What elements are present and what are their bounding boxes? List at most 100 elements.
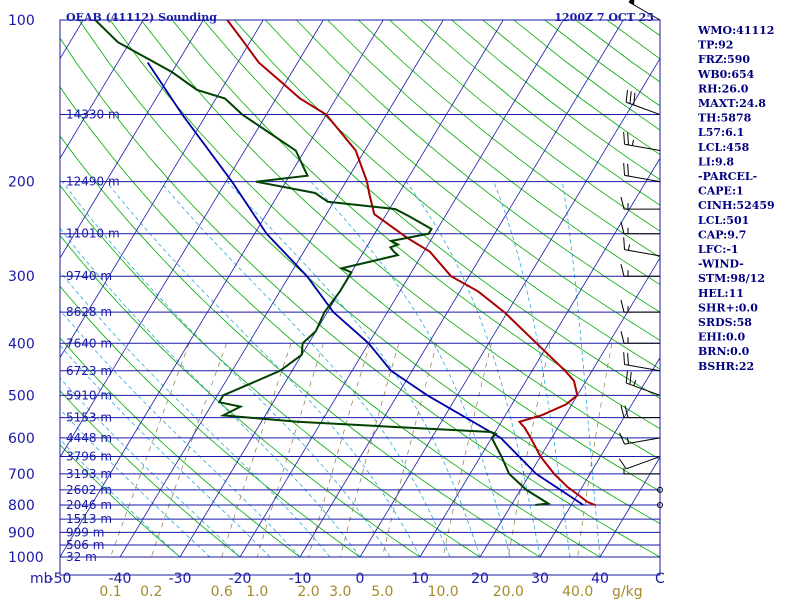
mixing-ratio-label: 5.0 <box>371 584 393 600</box>
dry-adiabat <box>575 20 660 83</box>
dewpoint-trace <box>94 20 552 506</box>
mixing-ratio-label: 10.0 <box>428 584 459 600</box>
stat-line: CAP:9.7 <box>698 228 746 241</box>
mixing-ratio-label: 0.2 <box>140 584 162 600</box>
wind-barb <box>623 352 661 372</box>
isotherm <box>60 20 144 160</box>
moist-adiabat <box>562 181 601 558</box>
temp-tick-label: 30 <box>531 571 549 587</box>
wind-barb-shaft <box>624 249 661 257</box>
height-label: 12490 m <box>66 175 120 189</box>
wind-barb-feather <box>627 132 629 145</box>
moist-adiabat <box>60 227 361 558</box>
wind-barb-feather <box>633 92 636 106</box>
stat-line: RH:26.0 <box>698 82 749 95</box>
wind-barb-feather <box>620 221 625 234</box>
pressure-unit-label: mb <box>30 571 53 587</box>
isotherm <box>239 20 564 558</box>
plot-frame <box>59 19 661 576</box>
isobars <box>60 19 660 576</box>
mixing-ratio-line <box>110 343 190 558</box>
temp-tick-label: -50 <box>49 571 72 587</box>
stat-line: SRDS:58 <box>698 316 752 329</box>
height-label: 1513 m <box>66 512 112 526</box>
wind-barb-shaft <box>624 437 661 445</box>
isotherm <box>60 20 324 459</box>
wind-barb-feather <box>625 89 628 103</box>
wind-barb-feather <box>627 352 629 366</box>
wind-barb <box>623 467 660 475</box>
isotherms <box>60 20 660 558</box>
wind-barb <box>620 300 660 313</box>
wind-barb <box>619 432 661 445</box>
stat-line: LCL:501 <box>698 214 749 227</box>
wind-barb <box>625 370 661 396</box>
stat-line: TP:92 <box>698 39 733 52</box>
wind-barb-feather <box>629 91 632 104</box>
temp-tick-label: -20 <box>229 571 252 587</box>
mixing-unit-label: g/kg <box>612 584 643 600</box>
wind-barb-calm <box>657 486 663 493</box>
isotherm <box>359 57 660 558</box>
pressure-tick-label: 800 <box>8 498 35 514</box>
dry-adiabat <box>109 20 660 492</box>
isotherm <box>119 20 444 558</box>
mixing-ratio-label: 0.1 <box>99 584 121 600</box>
wind-barb-half-feather <box>633 379 637 386</box>
moist-adiabat <box>60 309 301 558</box>
wind-barb-feather <box>620 300 625 313</box>
height-label: 3796 m <box>66 450 112 464</box>
stat-line: STM:98/12 <box>698 272 765 285</box>
pressure-tick-label: 200 <box>8 175 35 191</box>
height-label: 32 m <box>66 550 97 564</box>
wind-barb-calm <box>657 501 663 508</box>
stat-line: WB0:654 <box>697 68 755 81</box>
height-label: 8628 m <box>66 305 112 319</box>
isotherm <box>419 157 660 558</box>
pressure-tick-label: 300 <box>8 269 35 285</box>
wind-barb-feather <box>629 372 632 385</box>
stat-line: SHR+:0.0 <box>698 301 758 314</box>
height-label: 7640 m <box>66 336 112 350</box>
wind-barb <box>618 456 661 470</box>
wind-barb <box>620 331 660 344</box>
stat-line: L57:6.1 <box>698 126 744 139</box>
height-label: 2602 m <box>66 483 112 497</box>
height-label: 14330 m <box>66 108 120 122</box>
wind-barb-half-feather <box>631 139 634 146</box>
temp-tick-label: 40 <box>591 571 609 587</box>
height-label: 5153 m <box>66 411 112 425</box>
pressure-tick-label: 400 <box>8 336 35 352</box>
temp-tick-label: 10 <box>411 571 429 587</box>
wind-barb <box>625 89 661 116</box>
wind-barb <box>620 264 660 277</box>
pressure-tick-label: 1000 <box>8 550 44 566</box>
stat-line: LI:9.8 <box>698 155 734 168</box>
pressure-tick-label: 100 <box>8 13 35 29</box>
mixing-ratio-label: 0.6 <box>211 584 233 600</box>
parcel-trace <box>146 62 584 506</box>
temperature-trace <box>226 20 596 506</box>
stat-line: TH:5878 <box>698 112 752 125</box>
stat-line: CAPE:1 <box>698 185 744 198</box>
stat-line: WMO:41112 <box>697 24 774 37</box>
dry-adiabat <box>60 337 301 558</box>
stat-line: HEL:11 <box>698 287 744 300</box>
wind-barb-feather <box>623 352 626 365</box>
dry-adiabat <box>78 20 660 525</box>
mixing-ratio-line <box>577 343 613 558</box>
wind-barb <box>620 405 660 419</box>
wind-barb-feather <box>627 163 629 177</box>
isotherm <box>60 20 384 558</box>
height-label: 506 m <box>66 538 104 552</box>
wind-barb-shaft <box>624 364 661 372</box>
height-label: 9740 m <box>66 269 112 283</box>
temp-unit-label: C <box>655 571 665 587</box>
temp-tick-label: 20 <box>471 571 489 587</box>
temp-tick-label: -40 <box>109 571 132 587</box>
wind-barb-shaft <box>624 143 661 152</box>
wind-barb-feather <box>618 458 627 470</box>
wind-barb-flag <box>628 0 635 5</box>
